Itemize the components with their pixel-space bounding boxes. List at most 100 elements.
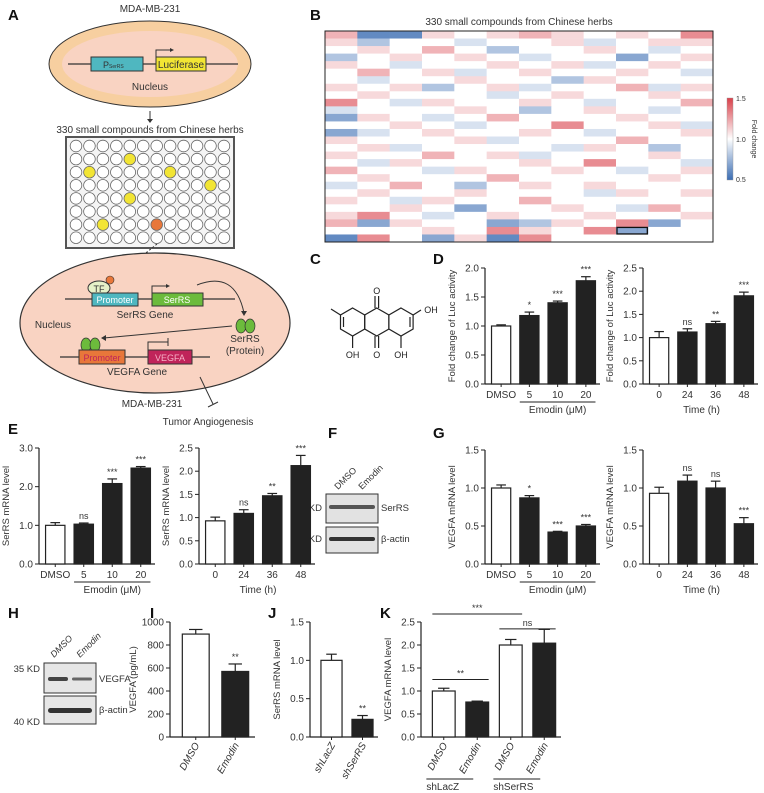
plate-well [69, 205, 83, 218]
plate-well [150, 218, 163, 231]
heatmap-cell [454, 151, 487, 160]
heatmap-cell [616, 121, 649, 130]
heatmap-cell [454, 53, 487, 62]
heatmap-cell [519, 68, 552, 77]
panel-f-western-blot: DMSO Emodin 55 KD 40 KD SerRS β-actin [296, 463, 410, 554]
heatmap-cell [454, 113, 487, 122]
plate-well [150, 231, 163, 244]
y-tick-label: 0.5 [401, 710, 415, 721]
y-tick-label: 2.0 [19, 482, 33, 493]
plate-well [150, 179, 163, 192]
heatmap-cell [454, 76, 487, 85]
arrowhead-icon [166, 284, 170, 288]
heatmap-cell [389, 83, 423, 92]
plate-well [110, 139, 123, 153]
heatmap-cell [357, 211, 390, 220]
heatmap-cell [583, 219, 617, 228]
plate-well [217, 192, 231, 205]
y-tick-label: 3.0 [19, 444, 33, 455]
y-tick-label: 1.5 [465, 446, 479, 457]
heatmap-cell [648, 83, 681, 92]
heatmap-cell [583, 68, 617, 77]
significance-label: ** [269, 481, 277, 491]
y-tick-label: 2.0 [623, 287, 637, 298]
heatmap-cell [680, 196, 714, 205]
y-axis-label: Fold change of Luc activity [447, 270, 458, 383]
heatmap-title: 330 small compounds from Chinese herbs [425, 17, 612, 28]
bar [733, 295, 755, 385]
y-tick-label: 1.0 [623, 484, 637, 495]
heatmap-cell [519, 166, 552, 175]
y-tick-label: 1.5 [401, 664, 415, 675]
group-label: Emodin (μM) [529, 585, 586, 596]
heatmap-cell [519, 106, 552, 115]
heatmap-cell [616, 136, 649, 145]
y-axis-label: VEGFA mRNA level [605, 465, 616, 548]
significance-label: ** [359, 704, 367, 714]
heatmap-cell [454, 219, 487, 228]
plate-well [190, 152, 204, 166]
heatmap-cell [422, 211, 455, 220]
heatmap-cell [325, 121, 358, 130]
bar [547, 531, 568, 565]
plate-well [83, 231, 96, 244]
y-tick-label: 0.0 [401, 733, 415, 744]
heatmap-cell [680, 46, 714, 54]
heatmap-cell [551, 91, 584, 100]
promoter-label: Promoter [96, 295, 133, 305]
plate-well [69, 139, 83, 153]
x-tick-label: shSerRS [340, 741, 370, 781]
tss-arrow-icon [155, 49, 172, 57]
lane-label: DMSO [332, 465, 358, 491]
heatmap-cell [486, 151, 520, 160]
plate-well [150, 139, 163, 153]
heatmap-cell [551, 121, 584, 130]
heatmap-cell [616, 189, 649, 198]
heatmap-cell [454, 83, 487, 92]
plate-well [69, 152, 83, 166]
heatmap-cell [389, 211, 423, 220]
heatmap-cell [486, 38, 520, 47]
band [48, 708, 92, 713]
plate-well [163, 231, 177, 244]
bar [547, 302, 568, 385]
plate-well [217, 152, 231, 166]
heatmap-cell [357, 46, 390, 54]
heatmap-cell [680, 211, 714, 220]
significance-label: *** [552, 519, 563, 529]
heatmap-cell [519, 61, 552, 69]
heatmap-cell [357, 174, 390, 183]
heatmap-cell [454, 38, 487, 47]
heatmap-cell [519, 53, 552, 62]
heatmap-cell [357, 121, 390, 130]
vegfa-gene-label: VEGFA Gene [107, 367, 167, 378]
heatmap-cell [357, 151, 390, 160]
plate-well [217, 231, 231, 244]
bar [233, 512, 255, 565]
y-tick-label: 0.5 [465, 351, 479, 362]
heatmap-cell [519, 38, 552, 47]
heatmap-cell [680, 181, 714, 190]
heatmap-cell [325, 144, 358, 152]
plate-well [83, 218, 96, 231]
plate-well [190, 179, 204, 192]
x-tick-label: 20 [135, 570, 147, 581]
heatmap-cell [357, 181, 390, 190]
heatmap-cell [389, 189, 423, 198]
heatmap-cell [648, 144, 681, 152]
tss-arrow-icon [151, 285, 168, 293]
heatmap-cell [680, 128, 714, 137]
bar [648, 337, 670, 385]
atom-label: OH [346, 350, 360, 360]
y-axis-label: VEGFA mRNA level [447, 465, 458, 548]
heatmap-cell [616, 68, 649, 77]
heatmap-cell [680, 234, 714, 243]
heatmap-cell [648, 113, 681, 122]
heatmap-cell [583, 166, 617, 175]
y-tick-label: 0.0 [290, 733, 304, 744]
atom-label: OH [424, 305, 438, 315]
x-tick-label: Emodin [215, 741, 242, 776]
y-tick-label: 1.5 [623, 446, 637, 457]
heatmap-cell [422, 61, 455, 69]
plate-well [177, 205, 190, 218]
